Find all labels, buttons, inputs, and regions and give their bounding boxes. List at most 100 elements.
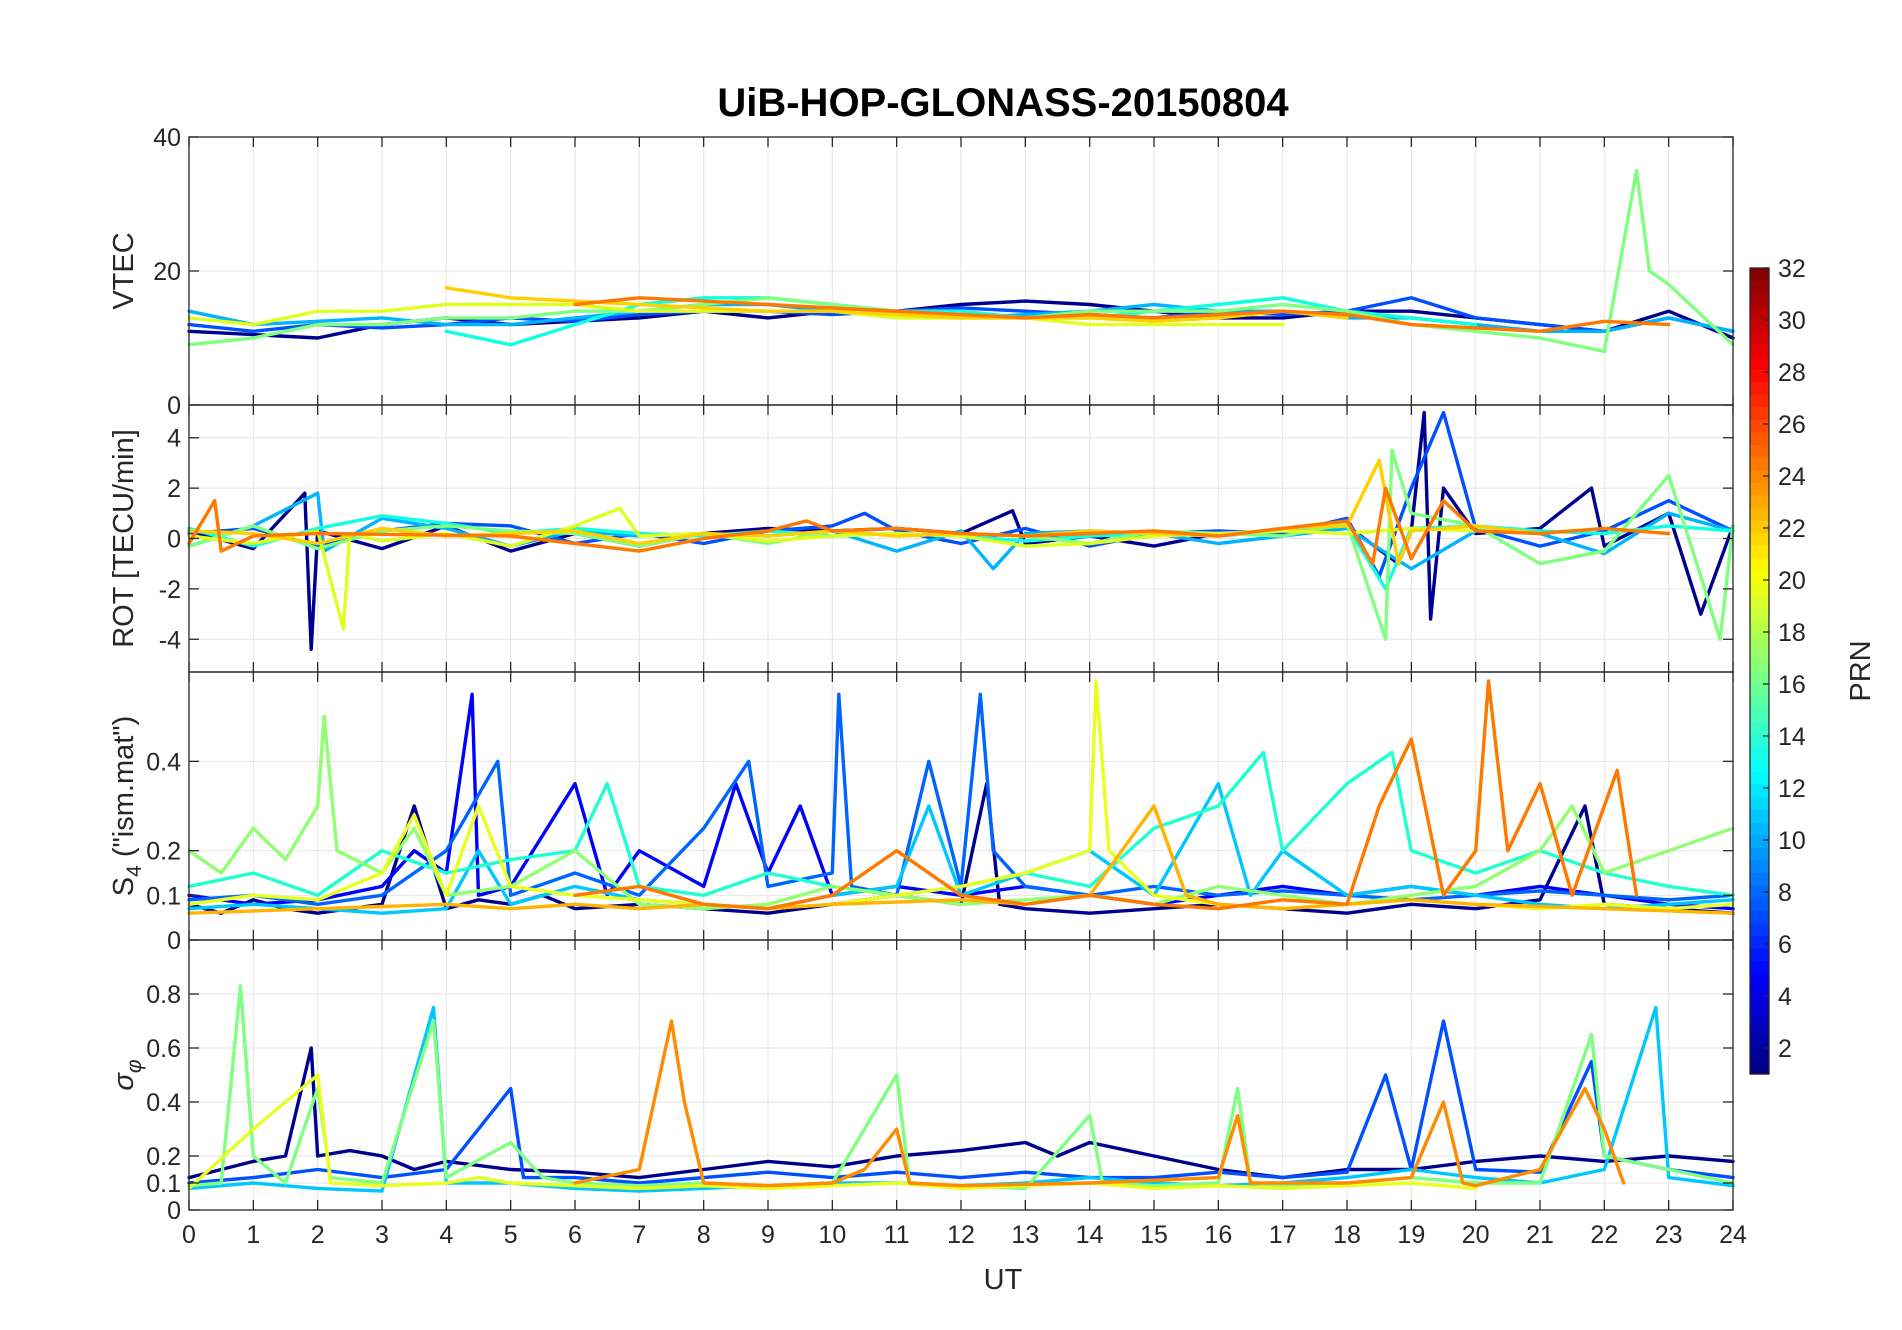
x-tick-label: 10	[818, 1221, 846, 1249]
colorbar-segment	[1750, 419, 1769, 433]
colorbar-segment	[1750, 897, 1769, 911]
colorbar-segment	[1750, 330, 1769, 345]
colorbar-segment	[1750, 1061, 1769, 1075]
y-tick-label: 0.2	[146, 1143, 181, 1171]
x-tick-label: 1	[246, 1221, 260, 1249]
panel-rot: -4 -2 0 2 4 ROT [TECU/min]	[108, 404, 1735, 673]
series-line-sigma_phi-5	[573, 1019, 1626, 1188]
colorbar-segment	[1750, 847, 1769, 861]
x-tick-label: 19	[1397, 1221, 1425, 1249]
series-line-s4-5	[187, 715, 1735, 911]
colorbar-segment	[1750, 582, 1769, 597]
y-tick-label: 0	[167, 392, 181, 420]
x-tick-label: 4	[439, 1221, 453, 1249]
colorbar-segment	[1750, 872, 1769, 886]
colorbar-segment	[1750, 922, 1769, 937]
x-tick-label: 3	[375, 1221, 389, 1249]
x-tick-label: 15	[1140, 1221, 1168, 1249]
y-tick-label: -2	[159, 576, 181, 604]
colorbar-tick-label: 22	[1778, 515, 1806, 543]
colorbar-segment	[1750, 494, 1769, 508]
colorbar-segment	[1750, 620, 1769, 634]
colorbar-segment	[1750, 1023, 1769, 1037]
y-axis-label-s4: S4 ("ism.mat")	[108, 716, 146, 897]
colorbar-segment	[1750, 733, 1769, 748]
colorbar-tick-label: 4	[1778, 983, 1792, 1011]
colorbar-segment	[1750, 406, 1769, 420]
colorbar-segment	[1750, 595, 1769, 609]
y-tick-label: 0.1	[146, 882, 181, 910]
colorbar-segment	[1750, 834, 1769, 848]
colorbar-segment	[1750, 859, 1769, 874]
colorbar-tick-label: 18	[1778, 619, 1806, 647]
colorbar-segment	[1750, 696, 1769, 710]
colorbar-segment	[1750, 771, 1769, 785]
colorbar-tick-label: 24	[1778, 463, 1806, 491]
colorbar-tick-label: 2	[1778, 1035, 1792, 1063]
colorbar-tick-label: 14	[1778, 723, 1806, 751]
colorbar-tick-label: 8	[1778, 879, 1792, 907]
series-line-rot-2	[187, 491, 1735, 571]
colorbar-segment	[1750, 960, 1769, 974]
colorbar-tick-label: 16	[1778, 671, 1806, 699]
colorbar-segment	[1750, 784, 1769, 798]
x-tick-label: 6	[568, 1221, 582, 1249]
colorbar-segment	[1750, 948, 1769, 962]
colorbar-frame	[1749, 267, 1770, 1075]
y-axis-label-sigma_phi: σφ	[108, 1059, 146, 1091]
colorbar-tick-label: 32	[1778, 255, 1806, 283]
colorbar-segment	[1750, 532, 1769, 546]
y-tick-label: 0.1	[146, 1170, 181, 1198]
series-line-sigma_phi-4	[187, 1073, 1478, 1191]
y-tick-label: 0.8	[146, 981, 181, 1009]
series-line-rot-7	[187, 486, 1671, 566]
x-axis-label: UT	[984, 1264, 1023, 1296]
series-line-vtec-7	[573, 296, 1671, 333]
colorbar-tick-label: 10	[1778, 827, 1806, 855]
x-tick-label: 22	[1590, 1221, 1618, 1249]
y-tick-label: 0.2	[146, 838, 181, 866]
series-line-sigma_phi-1	[187, 1019, 1735, 1185]
colorbar-segment	[1750, 822, 1769, 836]
colorbar-segment	[1750, 671, 1769, 685]
colorbar-segment	[1750, 293, 1769, 307]
x-tick-label: 20	[1462, 1221, 1490, 1249]
figure-title: UiB-HOP-GLONASS-20150804	[717, 81, 1289, 125]
y-tick-label: 2	[167, 475, 181, 503]
colorbar-segment	[1750, 1048, 1769, 1063]
colorbar-segment	[1750, 796, 1769, 811]
colorbar-segment	[1750, 746, 1769, 760]
colorbar-segment	[1750, 545, 1769, 559]
colorbar-segment	[1750, 557, 1769, 571]
colorbar-segment	[1750, 910, 1769, 924]
x-axis: UT 0 1 2 3 4 5 6 7 8 9 10 11 12 13 14 15 16 17 18 19 20 21 22 2…	[182, 1221, 1747, 1296]
y-tick-label: 40	[153, 124, 181, 152]
colorbar-segment	[1750, 381, 1769, 395]
colorbar-segment	[1750, 935, 1769, 949]
y-tick-label: 0	[167, 526, 181, 554]
colorbar-segment	[1750, 633, 1769, 647]
colorbar-segment	[1750, 469, 1769, 483]
colorbar-segment	[1750, 658, 1769, 672]
x-tick-label: 0	[182, 1221, 196, 1249]
colorbar-segment	[1750, 482, 1769, 496]
x-tick-label: 17	[1269, 1221, 1297, 1249]
colorbar-label: PRN	[1845, 640, 1877, 701]
y-tick-label: 0	[167, 1197, 181, 1225]
colorbar-segment	[1750, 759, 1769, 773]
x-tick-label: 11	[884, 1221, 910, 1249]
series-line-s4-8	[573, 679, 1639, 911]
y-tick-label: 0.4	[146, 1089, 181, 1117]
colorbar-segment	[1750, 305, 1769, 319]
x-tick-label: 2	[311, 1221, 325, 1249]
colorbar-tick-label: 30	[1778, 307, 1806, 335]
x-tick-label: 21	[1526, 1221, 1554, 1249]
colorbar-segment	[1750, 268, 1769, 282]
panel-s4: 0 0.1 0.2 0.4S4 ("ism.mat")	[108, 671, 1735, 955]
colorbar-segment	[1750, 456, 1769, 471]
x-tick-label: 7	[632, 1221, 646, 1249]
colorbar-tick-label: 28	[1778, 359, 1806, 387]
colorbar-segment	[1750, 683, 1769, 697]
